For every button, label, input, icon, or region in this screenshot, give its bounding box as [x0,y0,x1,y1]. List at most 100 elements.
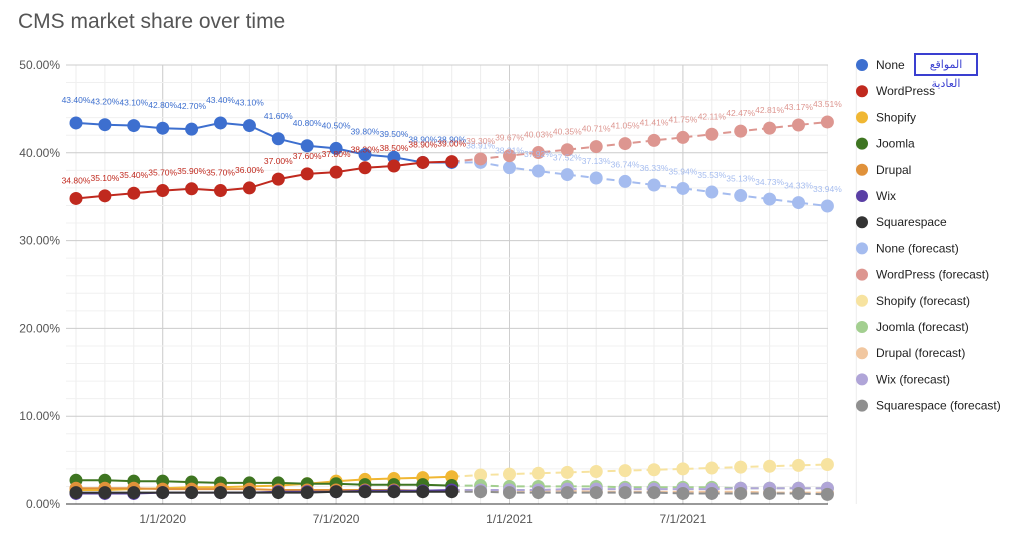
data-point-none [185,122,199,136]
data-label-none: 43.20% [90,97,119,107]
data-point-squarespace [329,485,343,499]
data-point-none [358,148,372,162]
data-label-none-forecast: 34.33% [784,181,813,191]
data-label-none: 39.50% [379,129,408,139]
data-label-none: 43.40% [206,95,235,105]
data-point-wordpress-forecast [618,137,632,151]
data-point-wordpress-forecast [647,133,661,147]
data-label-none-forecast: 35.53% [697,170,726,180]
data-label-none: 43.10% [119,98,148,108]
data-point-wordpress [156,184,170,198]
data-point-wordpress [387,159,401,173]
data-label-wordpress: 35.90% [177,166,206,176]
legend-label-wix: Wix [876,189,896,203]
data-label-none-forecast: 37.92% [524,149,553,159]
y-tick-label: 30.00% [19,234,60,248]
data-point-none [329,141,343,155]
data-point-shopify-forecast [560,465,574,479]
legend-label-none: None [876,58,905,72]
data-point-shopify-forecast [734,460,748,474]
data-point-squarespace [416,485,430,499]
data-point-none [242,119,256,133]
legend-marker-joomla [856,137,868,150]
data-point-squarespace-forecast [792,486,805,500]
data-label-wordpress-forecast: 43.51% [813,99,842,109]
data-label-none: 38.90% [408,134,437,144]
data-point-shopify-forecast [503,467,516,481]
data-point-wordpress-forecast [560,143,574,157]
data-point-squarespace-forecast [734,486,748,500]
data-point-shopify-forecast [589,465,603,479]
data-point-squarespace [242,486,256,500]
legend-marker-none-forecast [856,242,868,255]
legend-label-wordpress-forecast: WordPress (forecast) [876,268,989,282]
data-label-wordpress: 34.80% [62,175,91,185]
data-point-none [127,119,141,133]
data-point-squarespace-forecast [560,486,574,500]
data-point-squarespace [185,486,199,500]
data-point-squarespace [358,485,372,499]
data-label-none-forecast: 37.52% [553,153,582,163]
data-point-wordpress [98,189,112,203]
data-label-none: 40.80% [293,118,322,128]
data-point-wordpress-forecast [503,149,516,163]
legend-marker-squarespace [856,216,868,229]
legend-marker-joomla-forecast [856,321,868,333]
data-point-squarespace [98,486,112,500]
data-point-shopify-forecast [705,461,719,475]
legend-marker-shopify-forecast [856,294,868,307]
data-label-wordpress-forecast: 41.05% [611,121,640,131]
data-point-shopify-forecast [647,463,661,477]
data-point-squarespace [127,486,141,500]
data-label-wordpress: 35.10% [90,173,119,183]
data-label-wordpress: 37.00% [264,156,293,166]
x-tick-label: 7/1/2020 [313,512,360,526]
data-label-wordpress: 35.70% [206,168,235,178]
chart-title: CMS market share over time [18,10,286,33]
data-point-squarespace-forecast [503,486,516,500]
y-tick-label: 20.00% [19,321,60,335]
data-point-squarespace [300,486,314,500]
data-label-none: 43.40% [62,95,91,105]
data-point-wordpress [242,181,256,195]
data-label-wordpress: 38.90% [408,139,437,149]
data-label-none-forecast: 37.13% [582,156,611,166]
legend-annotation-box: المواقع العادية [914,53,978,90]
legend-marker-shopify [856,111,868,124]
y-tick-label: 40.00% [19,146,60,160]
data-point-shopify-forecast [792,458,805,472]
data-point-shopify-forecast [676,462,690,476]
legend-label-joomla-forecast: Joomla (forecast) [876,320,969,334]
data-point-shopify-forecast [531,466,545,480]
data-point-squarespace-forecast [474,485,488,499]
legend-marker-none [856,59,868,71]
data-label-wordpress-forecast: 40.03% [524,130,553,140]
data-label-wordpress-forecast: 43.17% [784,102,813,112]
data-point-squarespace-forecast [763,486,777,500]
data-label-wordpress: 39.00% [437,139,466,149]
legend-label-wordpress: WordPress [876,84,935,98]
data-point-wordpress-forecast [820,115,834,129]
data-point-none [271,132,285,146]
data-point-wordpress-forecast [531,146,545,160]
x-tick-label: 1/1/2020 [139,512,186,526]
data-label-none-forecast: 38.31% [495,146,524,156]
data-point-wordpress [271,172,285,186]
data-label-wordpress-forecast: 40.71% [582,124,611,134]
data-point-wordpress-forecast [763,121,777,135]
data-point-none-forecast [589,171,603,185]
data-point-none-forecast [763,192,777,206]
data-point-none-forecast [618,174,632,188]
data-point-none-forecast [792,196,805,210]
data-label-none: 42.80% [148,100,177,110]
x-tick-label: 1/1/2021 [486,512,533,526]
legend-label-squarespace-forecast: Squarespace (forecast) [876,399,1001,413]
legend-marker-squarespace-forecast [856,399,868,412]
data-point-wordpress [329,165,343,179]
data-label-none-forecast: 36.33% [640,163,669,173]
data-label-wordpress-forecast: 42.81% [755,105,784,115]
data-label-wordpress-forecast: 40.35% [553,127,582,137]
data-point-none-forecast [503,161,516,175]
data-label-none: 42.70% [177,101,206,111]
data-label-wordpress: 37.60% [293,151,322,161]
